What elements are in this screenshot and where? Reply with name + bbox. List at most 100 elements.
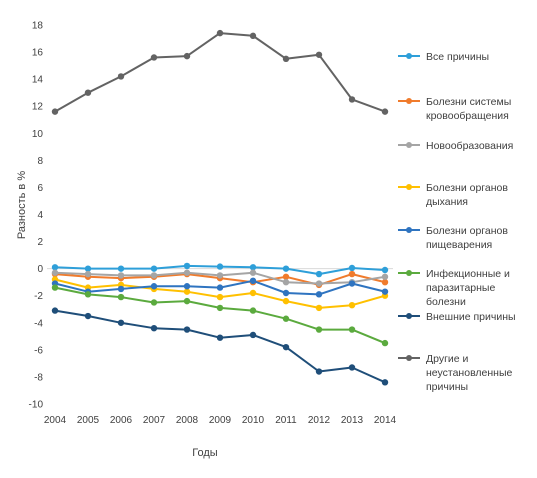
x-tick-label: 2005 [77,415,100,426]
data-point [117,265,125,272]
data-point [216,334,224,341]
data-point [117,285,125,293]
series-2 [51,269,389,287]
legend-label: Другие и неустановленные причины [426,353,513,393]
x-tick-label: 2007 [143,415,166,426]
data-point [216,29,224,37]
data-point [315,368,323,375]
legend-swatch [398,224,420,236]
x-tick-label: 2008 [176,415,199,426]
data-point [282,297,290,305]
series-6 [51,307,389,386]
y-tick-label: -10 [29,400,44,411]
data-point [315,280,323,287]
data-point [282,315,290,322]
series-0 [51,262,389,278]
data-point [51,269,59,276]
legend-item-other: Другие и неустановленные причины [398,352,534,394]
y-tick-label: 4 [37,210,43,221]
data-point [84,312,92,320]
data-point [282,273,290,280]
x-tick-label: 2009 [209,415,232,426]
legend-label: Болезни органов дыхания [426,182,508,208]
series-5 [51,284,389,347]
data-point [249,331,257,339]
data-point [183,297,191,305]
data-point [51,108,59,115]
data-point [315,326,323,333]
data-point [348,326,356,333]
y-tick-label: 12 [32,102,44,113]
legend-label: Новообразования [426,140,514,152]
data-point [117,272,125,279]
data-point [282,278,290,286]
legend-swatch [398,181,420,193]
data-point [84,291,92,298]
data-point [282,55,290,63]
y-axis: -10 -8 -6 -4 -2 0 2 4 6 8 10 12 14 16 18 [29,21,44,411]
data-point [183,52,191,60]
data-point [315,291,323,298]
data-point [117,73,125,80]
legend-item-circulatory: Болезни системы кровообращения [398,95,534,123]
data-point [249,307,257,314]
data-point [249,264,257,271]
data-point [216,304,224,312]
y-tick-label: -8 [34,372,43,383]
data-point [150,272,158,279]
data-point [150,299,158,306]
plot-area [51,29,389,386]
x-axis-title: Годы [192,447,218,459]
data-point [315,51,323,58]
data-point [348,264,356,272]
legend-swatch [398,50,420,62]
x-tick-label: 2004 [44,415,67,426]
x-tick-label: 2010 [242,415,265,426]
data-point [216,284,224,291]
y-axis-title: Разность в % [16,171,28,239]
y-tick-label: 16 [32,48,44,59]
data-point [249,32,257,40]
data-point [84,89,92,96]
data-point [51,264,59,271]
x-tick-label: 2013 [341,415,364,426]
data-point [150,283,158,290]
data-point [315,270,323,278]
data-point [183,269,191,276]
data-point [381,273,389,280]
data-point [51,307,59,314]
data-point [216,263,224,270]
data-point [249,289,257,297]
data-point [381,288,389,295]
data-point [183,326,191,333]
data-point [183,262,191,270]
y-tick-label: 2 [37,237,43,248]
data-point [249,269,257,276]
legend-item-external: Внешние причины [398,310,534,324]
x-tick-label: 2014 [374,415,397,426]
y-tick-label: 18 [32,21,44,32]
data-point [282,343,290,351]
data-point [381,379,389,386]
y-tick-label: -4 [34,318,43,329]
series-line [54,309,386,384]
data-point [216,272,224,279]
y-tick-label: 10 [32,129,44,140]
data-point [117,319,125,326]
data-point [381,266,389,274]
legend-item-digestive: Болезни органов пищеварения [398,224,534,252]
data-point [282,289,290,297]
data-point [381,339,389,347]
data-point [150,325,158,332]
series-4 [51,277,389,298]
data-point [150,54,158,61]
legend-swatch [398,310,420,322]
data-point [84,270,92,278]
data-point [348,96,356,103]
data-point [348,280,356,287]
x-tick-label: 2011 [275,415,297,426]
legend-label: Болезни системы кровообращения [426,96,512,122]
data-point [249,277,257,285]
data-point [51,284,59,291]
data-point [150,265,158,272]
